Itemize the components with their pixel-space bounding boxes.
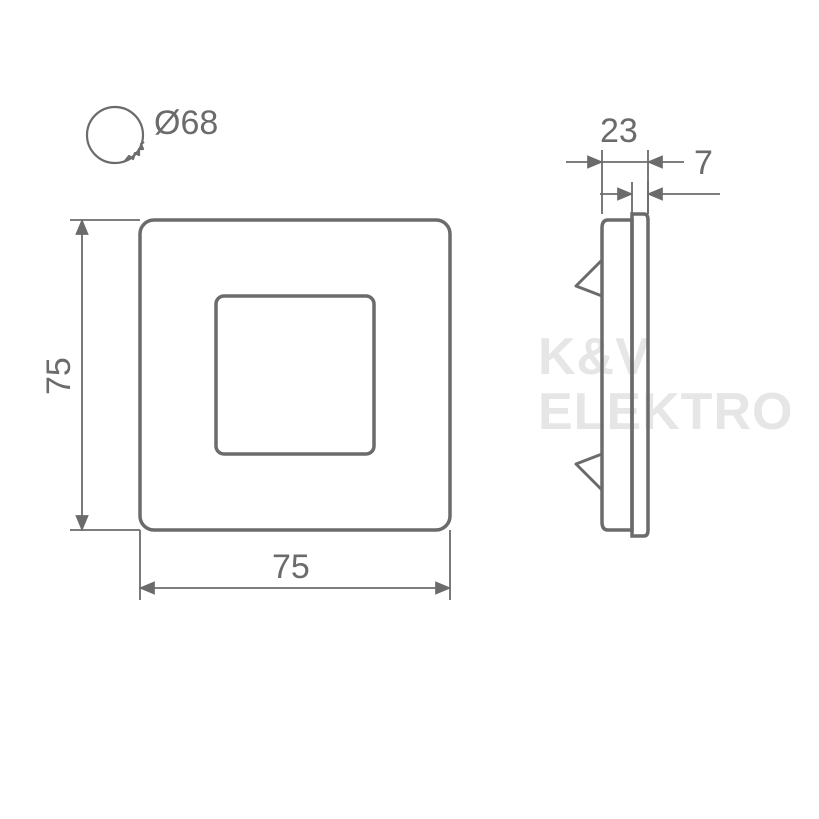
dim-front-height-label: 75 — [40, 357, 79, 395]
dim-side-depth-label: 23 — [600, 112, 638, 151]
dim-front-width-label: 75 — [272, 548, 310, 587]
dim-side-flange-label: 7 — [694, 144, 713, 183]
cutout-symbol — [87, 107, 144, 163]
front-outer — [140, 220, 450, 530]
clip-top — [576, 260, 602, 296]
side-flange — [632, 214, 648, 536]
clip-bottom — [576, 454, 602, 490]
technical-drawing: K&V ELEKTRO — [0, 0, 819, 819]
drawing-svg — [0, 0, 819, 819]
side-body — [602, 220, 632, 530]
cutout-diameter-label: Ø68 — [154, 104, 218, 143]
front-inner — [216, 296, 374, 454]
